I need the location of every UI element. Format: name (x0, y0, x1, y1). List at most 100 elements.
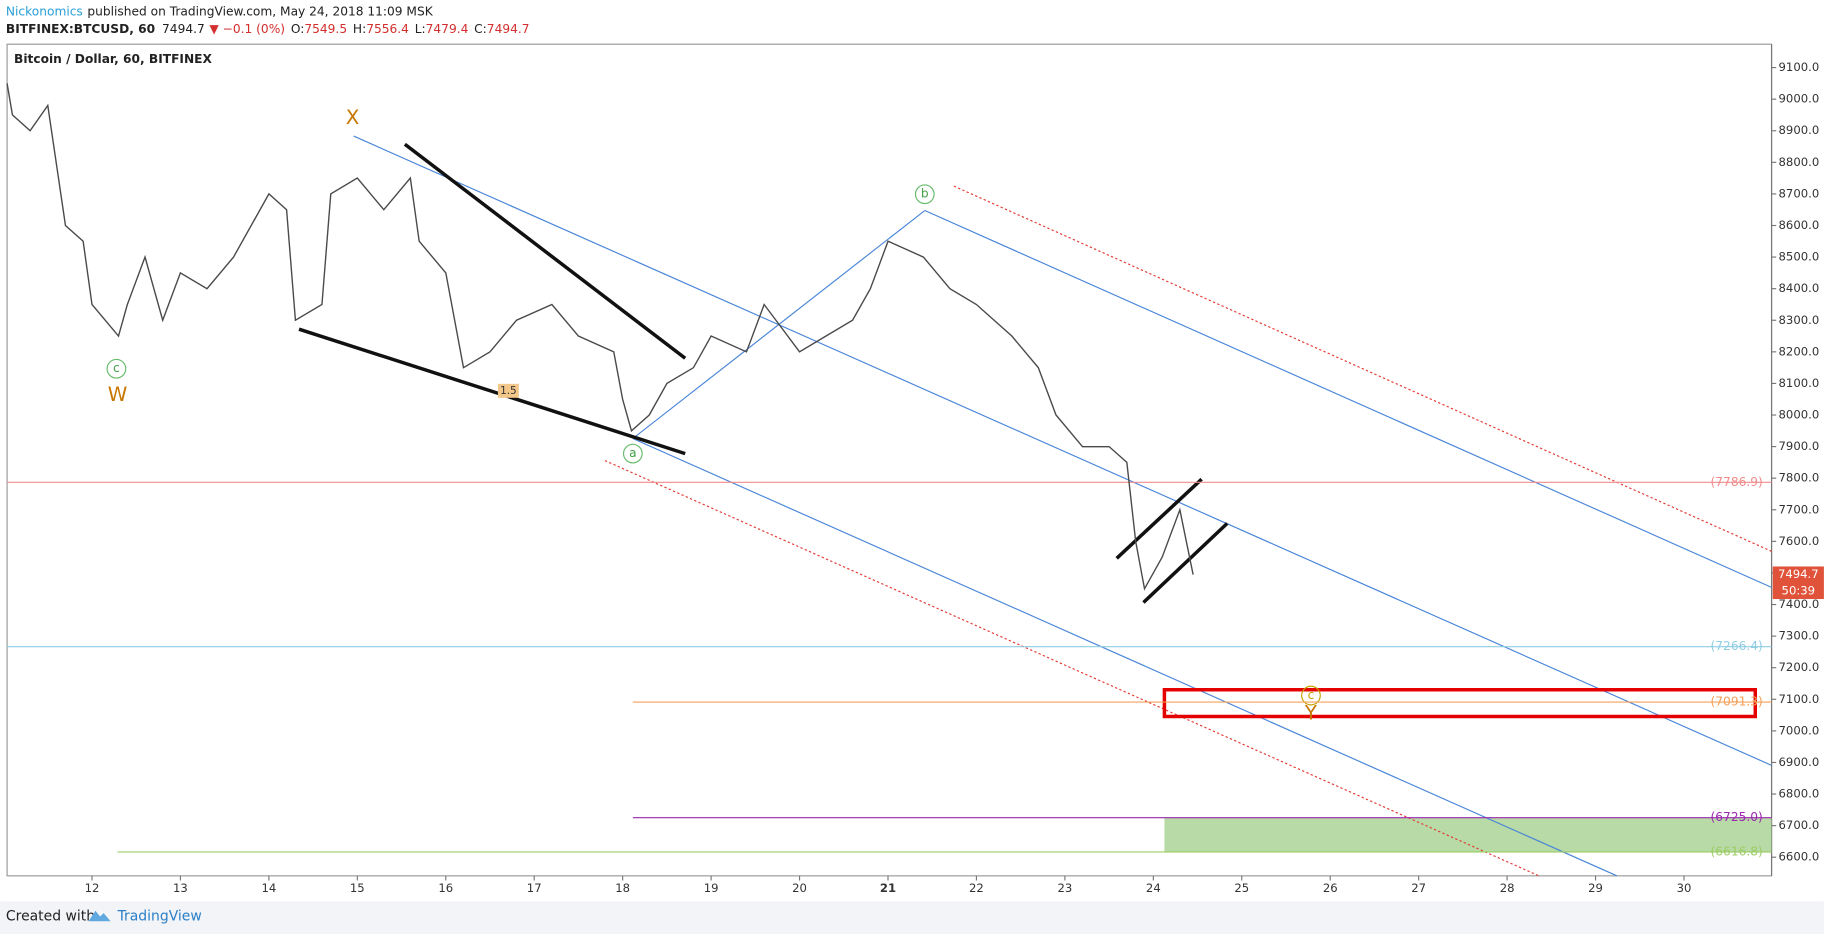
y-tick-label: 9100.0 (1779, 60, 1820, 74)
ratio-label: 1.5 (500, 385, 517, 397)
wave-circle (106, 358, 127, 379)
chart-title: Bitcoin / Dollar, 60, BITFINEX (14, 52, 212, 66)
y-tick-label: 7700.0 (1779, 502, 1820, 516)
y-tick-label: 8100.0 (1779, 376, 1820, 390)
x-tick-label: 22 (969, 881, 984, 895)
x-tick-label: 21 (880, 881, 896, 895)
wedge-line (403, 142, 687, 360)
y-tick-label: 8900.0 (1779, 123, 1820, 137)
change: ▼ −0.1 (0%) (209, 22, 285, 36)
dotted-line (604, 460, 1540, 877)
wave-label: c (1308, 688, 1315, 702)
y-tick-label: 7100.0 (1779, 692, 1820, 706)
y-tick-label: 8600.0 (1779, 218, 1820, 232)
x-tick-label: 24 (1146, 881, 1161, 895)
wave-label: W (108, 383, 128, 406)
y-tick-label: 8500.0 (1779, 250, 1820, 264)
x-tick-label: 15 (350, 881, 365, 895)
x-tick-label: 12 (85, 881, 100, 895)
ohlc-label: O: (291, 22, 305, 36)
drawings (106, 135, 1772, 877)
x-tick-label: 19 (704, 881, 719, 895)
x-tick-label: 26 (1323, 881, 1338, 895)
logo (88, 910, 111, 922)
x-tick-label: 20 (792, 881, 807, 895)
channel-line (353, 135, 1772, 766)
level-label: (6616.8) (1711, 844, 1763, 858)
x-tick-label: 16 (438, 881, 453, 895)
channel-line (924, 209, 1772, 588)
wave-label: a (629, 446, 636, 460)
x-tick-label: 27 (1411, 881, 1426, 895)
y-tick-label: 6700.0 (1779, 818, 1820, 832)
symbol: BITFINEX:BTCUSD, 60 (6, 22, 155, 36)
x-tick-label: 13 (173, 881, 188, 895)
wave-label: c (113, 361, 120, 375)
channel-line (632, 437, 1618, 877)
wave-label: b (921, 187, 929, 201)
ohlc-value: 7479.4 (426, 22, 469, 36)
y-tick-label: 8200.0 (1779, 344, 1820, 358)
ohlc-value: 7556.4 (366, 22, 409, 36)
price-tag (1772, 566, 1824, 600)
target-box (1162, 687, 1758, 719)
footer-bar (0, 901, 1824, 934)
ohlc-label: C: (474, 22, 487, 36)
y-tick-label: 7000.0 (1779, 723, 1820, 737)
x-tick-label: 28 (1500, 881, 1515, 895)
wave-circle (914, 184, 935, 205)
y-tick-label: 6800.0 (1779, 787, 1820, 801)
wave-label: Y (1304, 702, 1318, 725)
footer-text: Created with (6, 909, 95, 925)
y-tick-label: 7800.0 (1779, 471, 1820, 485)
price-tag-value: 7494.7 (1778, 567, 1819, 581)
wave-label: X (346, 106, 360, 129)
last: 7494.7 (162, 22, 205, 36)
label-bg (497, 383, 519, 398)
x-tick-label: 29 (1588, 881, 1603, 895)
y-tick-label: 6600.0 (1779, 850, 1820, 864)
y-tick-label: 9000.0 (1779, 92, 1820, 106)
price-line (6, 83, 1194, 591)
y-tick-label: 8400.0 (1779, 281, 1820, 295)
x-tick-label: 23 (1057, 881, 1072, 895)
wave-circle (622, 443, 643, 464)
dotted-line (953, 185, 1772, 552)
x-tick-label: 25 (1234, 881, 1249, 895)
flag-line (1115, 477, 1203, 560)
x-tick-label: 18 (615, 881, 630, 895)
x-tick-label: 17 (527, 881, 542, 895)
level-label: (6725.0) (1711, 810, 1763, 824)
ohlc-value: 7494.7 (487, 22, 530, 36)
y-tick-label: 7200.0 (1779, 660, 1820, 674)
y-tick-label: 8300.0 (1779, 313, 1820, 327)
ohlc-label: H: (353, 22, 366, 36)
y-tick-label: 7900.0 (1779, 439, 1820, 453)
symbol-line: BITFINEX:BTCUSD, 60 7494.7 ▼ −0.1 (0%) O:75… (6, 22, 530, 36)
level-label: (7786.9) (1711, 475, 1763, 489)
flag-line (1142, 522, 1229, 604)
footer-brand[interactable]: TradingView (117, 909, 202, 925)
y-tick-label: 8800.0 (1779, 155, 1820, 169)
y-tick-label: 8000.0 (1779, 408, 1820, 422)
level-label: (7091.3) (1711, 695, 1763, 709)
y-tick-label: 8700.0 (1779, 186, 1820, 200)
ohlc-label: L: (415, 22, 426, 36)
published: published on TradingView.com, May 24, 20… (87, 4, 433, 18)
y-tick-label: 7400.0 (1779, 597, 1820, 611)
x-tick-label: 30 (1677, 881, 1692, 895)
price-tag-countdown: 50:39 (1782, 583, 1816, 597)
header-line: Nickonomics published on TradingView.com,… (6, 4, 434, 18)
wedge-line (298, 327, 686, 456)
target-zone (1164, 817, 1772, 853)
y-tick-label: 7600.0 (1779, 534, 1820, 548)
ohlc-value: 7549.5 (304, 22, 347, 36)
x-tick-label: 14 (261, 881, 276, 895)
wave-circle (1301, 685, 1321, 706)
y-tick-label: 7300.0 (1779, 629, 1820, 643)
y-tick-label: 6900.0 (1779, 755, 1820, 769)
publisher[interactable]: Nickonomics (6, 4, 83, 18)
